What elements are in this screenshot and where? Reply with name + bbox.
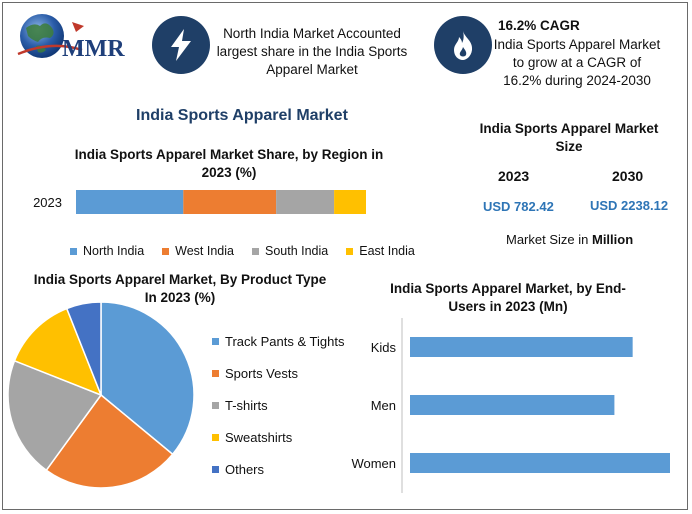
legend-label: T-shirts bbox=[225, 398, 268, 413]
region-bar-west-india bbox=[183, 190, 277, 214]
product-legend: Track Pants & Tights Sports Vests T-shirts… bbox=[212, 334, 344, 477]
market-size-value-2030: USD 2238.12 bbox=[590, 198, 669, 213]
legend-label: Sports Vests bbox=[225, 366, 298, 381]
legend-label: East India bbox=[359, 244, 415, 258]
region-bar-south-india bbox=[276, 190, 335, 214]
legend-label: North India bbox=[83, 244, 145, 258]
legend-label: Sweatshirts bbox=[225, 430, 293, 445]
product-pie-chart bbox=[7, 301, 195, 489]
legend-swatch bbox=[346, 247, 354, 255]
lightning-bolt-icon bbox=[171, 29, 191, 61]
region-legend-item-north-india: North India bbox=[70, 244, 144, 258]
region-legend-item-east-india: East India bbox=[346, 244, 415, 258]
product-legend-item-sweatshirts: Sweatshirts bbox=[212, 430, 344, 445]
legend-swatch bbox=[162, 247, 170, 255]
market-size-note: Market Size in Million bbox=[506, 232, 633, 247]
header-text-1: North India Market Accounted largest sha… bbox=[216, 26, 408, 77]
market-size-note-prefix: Market Size in bbox=[506, 232, 592, 247]
product-legend-item-others: Others bbox=[212, 462, 344, 477]
end-user-bar-men bbox=[410, 395, 615, 415]
main-title: India Sports Apparel Market bbox=[136, 107, 348, 124]
region-bar-east-india bbox=[334, 190, 366, 214]
legend-swatch bbox=[212, 338, 219, 345]
end-user-bar-women bbox=[410, 453, 670, 473]
legend-swatch bbox=[212, 370, 219, 377]
pie-slice-others bbox=[65, 301, 102, 396]
legend-swatch bbox=[251, 247, 259, 255]
end-user-bar-chart: Kids Men Women bbox=[351, 318, 670, 493]
legend-label: Others bbox=[225, 462, 265, 477]
region-legend: North India West India South India East Ind… bbox=[70, 244, 415, 258]
region-bar-north-india bbox=[76, 190, 184, 214]
logo-text: MMR bbox=[62, 36, 125, 62]
cagr-heading: 16.2% CAGR bbox=[498, 18, 580, 33]
end-user-label-women: Women bbox=[351, 456, 396, 471]
pie-slice-sweatshirts bbox=[13, 307, 103, 397]
legend-swatch bbox=[212, 466, 219, 473]
legend-label: Track Pants & Tights bbox=[225, 334, 345, 349]
end-user-chart-title: India Sports Apparel Market, by End-User… bbox=[390, 281, 626, 314]
market-size-year-2023: 2023 bbox=[498, 168, 530, 184]
market-size-value-2023: USD 782.42 bbox=[483, 199, 554, 214]
market-size-title: India Sports Apparel Market Size bbox=[479, 121, 659, 154]
header-text-2: India Sports Apparel Market to grow at a… bbox=[493, 37, 661, 88]
end-user-label-kids: Kids bbox=[371, 340, 397, 355]
pie-slice-sports-vests bbox=[45, 393, 174, 489]
legend-swatch bbox=[212, 402, 219, 409]
legend-label: West India bbox=[175, 244, 234, 258]
product-legend-item-sports-vests: Sports Vests bbox=[212, 366, 344, 381]
flame-icon bbox=[454, 31, 473, 60]
region-stacked-bar-chart: 2023 bbox=[33, 190, 366, 214]
logo: MMR bbox=[12, 10, 136, 66]
end-user-label-men: Men bbox=[371, 398, 396, 413]
market-size-note-unit: Million bbox=[591, 232, 634, 247]
header-icon-1 bbox=[152, 16, 210, 74]
product-legend-item-t-shirts: T-shirts bbox=[212, 398, 344, 413]
legend-swatch bbox=[212, 434, 219, 441]
product-chart-title: India Sports Apparel Market, By Product … bbox=[33, 272, 327, 305]
region-category-label: 2023 bbox=[33, 195, 62, 210]
pie-slice-track-pants-tights bbox=[100, 301, 195, 456]
region-legend-item-west-india: West India bbox=[162, 244, 234, 258]
market-size-year-2030: 2030 bbox=[612, 168, 644, 184]
globe-icon bbox=[17, 14, 84, 58]
end-user-bar-kids bbox=[410, 337, 633, 357]
region-chart-title: India Sports Apparel Market Share, by Re… bbox=[74, 147, 384, 180]
product-legend-item-track-pants-tights: Track Pants & Tights bbox=[212, 334, 344, 349]
header-icon-2 bbox=[434, 16, 492, 74]
pie-slice-t-shirts bbox=[7, 359, 103, 472]
legend-label: South India bbox=[264, 244, 329, 258]
outer-frame bbox=[2, 2, 688, 510]
legend-swatch bbox=[70, 247, 77, 255]
region-legend-item-south-india: South India bbox=[251, 244, 329, 258]
